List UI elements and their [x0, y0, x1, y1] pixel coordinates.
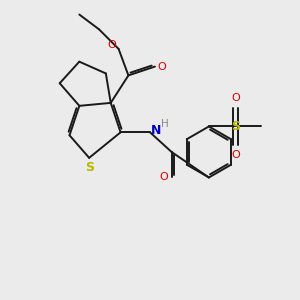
Text: O: O	[107, 40, 116, 50]
Text: N: N	[151, 124, 161, 137]
Text: S: S	[85, 161, 94, 174]
Text: O: O	[231, 93, 240, 103]
Text: O: O	[159, 172, 168, 182]
Text: O: O	[158, 61, 166, 72]
Text: H: H	[161, 119, 169, 130]
Text: S: S	[231, 120, 240, 133]
Text: O: O	[231, 150, 240, 160]
